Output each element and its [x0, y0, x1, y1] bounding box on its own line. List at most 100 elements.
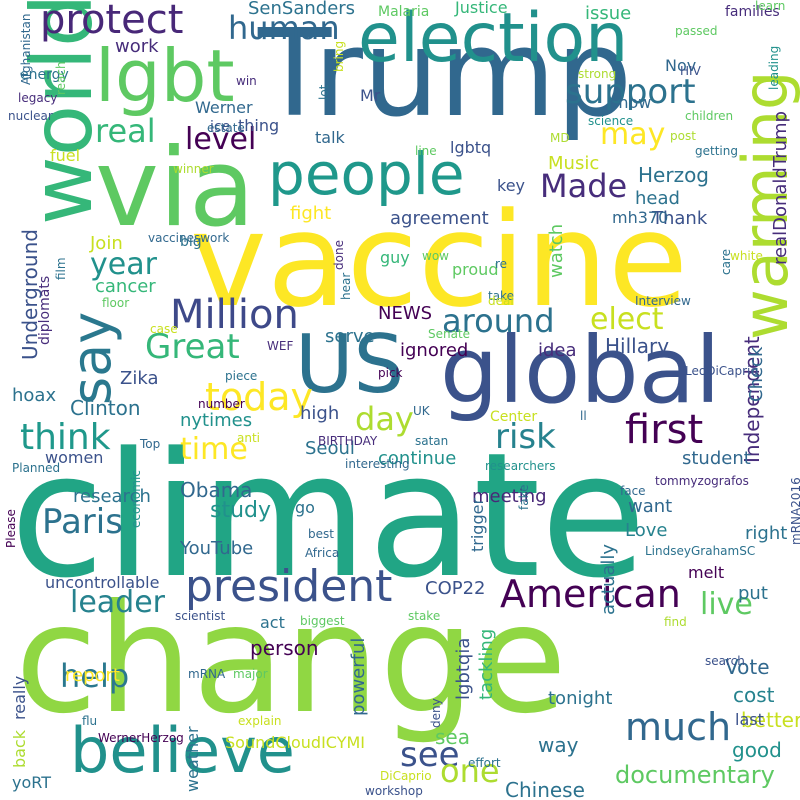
- cloud-word: effort: [468, 756, 501, 770]
- cloud-word: satan: [415, 434, 449, 448]
- cloud-word: way: [538, 733, 579, 757]
- cloud-word: mh370: [612, 208, 669, 227]
- cloud-word: hear: [339, 272, 353, 300]
- cloud-word: human: [228, 9, 340, 47]
- cloud-word: back: [10, 729, 29, 768]
- cloud-word: melt: [688, 563, 725, 582]
- cloud-word: good: [732, 738, 782, 762]
- cloud-word: may: [600, 117, 666, 152]
- cloud-word: anti: [237, 431, 260, 445]
- cloud-word: Chinese: [505, 778, 585, 800]
- cloud-word: interesting: [345, 457, 410, 471]
- cloud-word: sea: [435, 725, 470, 749]
- cloud-word: economic: [129, 470, 143, 528]
- cloud-word: one: [440, 752, 500, 790]
- cloud-word: Seoul: [305, 438, 355, 459]
- cloud-word: via: [95, 126, 256, 251]
- cloud-word: idea: [538, 340, 577, 361]
- cloud-word: trigger: [468, 497, 487, 552]
- cloud-word: LeoDiCaprio: [685, 364, 758, 378]
- cloud-word: legacy: [18, 91, 58, 105]
- cloud-word: learn: [755, 0, 786, 13]
- cloud-word: help: [60, 657, 130, 695]
- cloud-word: Please: [4, 509, 18, 548]
- cloud-word: Vote: [725, 655, 770, 679]
- cloud-word: lot: [317, 84, 331, 100]
- cloud-word: change: [15, 573, 568, 747]
- cloud-word: flu: [82, 714, 98, 728]
- cloud-word: elect: [590, 302, 664, 337]
- cloud-word: yoRT: [12, 773, 51, 792]
- cloud-word: reach: [54, 61, 68, 95]
- cloud-word: SenSanders: [248, 0, 356, 19]
- cloud-word: thing: [238, 116, 280, 135]
- cloud-word: issue: [585, 3, 632, 24]
- cloud-word: re: [495, 257, 508, 271]
- cloud-word: say: [60, 311, 123, 405]
- cloud-word: wow: [422, 249, 449, 263]
- cloud-word: biggest: [300, 614, 345, 628]
- cloud-word: MD: [550, 131, 570, 145]
- cloud-word: Paris: [42, 502, 123, 542]
- cloud-word: search: [705, 654, 745, 668]
- cloud-word: year: [90, 247, 157, 282]
- cloud-word: WEF: [267, 339, 294, 353]
- cloud-word: serve: [325, 326, 375, 347]
- cloud-word: major: [233, 667, 268, 681]
- cloud-word: global: [440, 317, 721, 424]
- cloud-word: COP22: [425, 578, 486, 599]
- cloud-word: Mr: [360, 86, 381, 105]
- cloud-word: UK: [413, 404, 430, 418]
- cloud-word: vaccine: [190, 184, 689, 336]
- cloud-word: ignored: [400, 340, 469, 361]
- cloud-word: realDonaldTrump: [770, 111, 791, 265]
- cloud-word: Clinton: [70, 396, 141, 420]
- cloud-word: meeting: [472, 486, 547, 507]
- cloud-word: agreement: [390, 208, 489, 229]
- cloud-word: better: [741, 708, 800, 732]
- cloud-word: film: [54, 257, 68, 280]
- cloud-word: climate: [10, 415, 647, 616]
- cloud-word: research: [73, 486, 151, 507]
- cloud-word: Top: [140, 437, 161, 451]
- cloud-word: find: [664, 615, 687, 629]
- cloud-word: case: [150, 322, 178, 336]
- cloud-word: best: [308, 527, 334, 541]
- cloud-word: DiCaprio: [380, 769, 432, 783]
- cloud-word: act: [260, 613, 285, 632]
- cloud-word: time: [180, 432, 248, 467]
- cloud-word: fuel: [50, 146, 81, 165]
- cloud-word: Malaria: [378, 4, 430, 20]
- cloud-word: Afghanistan: [19, 13, 33, 85]
- cloud-word: Center: [490, 409, 538, 425]
- cloud-word: proud: [452, 260, 499, 279]
- cloud-word: diplomats: [37, 275, 53, 345]
- cloud-word: children: [685, 109, 734, 123]
- cloud-word: Zika: [120, 368, 159, 389]
- cloud-word: real: [95, 112, 156, 150]
- cloud-word: winner: [173, 162, 214, 176]
- cloud-word: put: [738, 583, 768, 604]
- cloud-word: deal: [488, 294, 514, 308]
- cloud-word: Werner: [195, 98, 253, 117]
- cloud-word: Planned: [12, 461, 61, 475]
- cloud-word: think: [20, 417, 111, 458]
- cloud-word: Africa: [305, 546, 340, 560]
- cloud-word: risk: [495, 417, 556, 457]
- cloud-word: tackling: [476, 628, 497, 700]
- cloud-word: bring: [332, 40, 346, 72]
- cloud-word: BIRTHDAY: [318, 434, 378, 448]
- cloud-word: workshop: [365, 784, 423, 798]
- cloud-word: election: [358, 0, 629, 78]
- cloud-word: believe: [70, 714, 295, 787]
- cloud-word: fake: [517, 484, 531, 510]
- cloud-word: actually: [598, 543, 619, 615]
- cloud-word: piece: [225, 369, 258, 383]
- cloud-word: Music: [548, 153, 600, 174]
- cloud-word: lgbt: [95, 34, 235, 118]
- cloud-word: powerful: [348, 637, 369, 716]
- cloud-word: student: [682, 448, 751, 469]
- cloud-word: passed: [675, 24, 718, 38]
- cloud-word: live: [700, 587, 753, 622]
